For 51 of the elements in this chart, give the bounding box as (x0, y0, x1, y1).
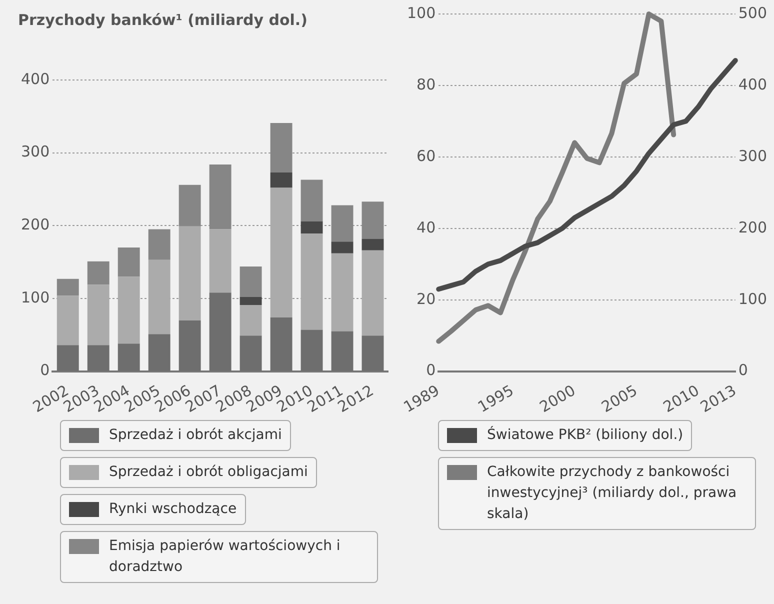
bar (240, 266, 262, 298)
y2-tick-label: 300 (738, 146, 768, 165)
bar (300, 234, 323, 330)
bar (148, 229, 170, 260)
y-tick-label: 300 (20, 142, 50, 161)
legend-label: Światowe PKB² (biliony dol.) (487, 425, 684, 445)
y-tick-label: 20 (416, 290, 436, 308)
y2-tick-label: 400 (738, 75, 768, 94)
bar (270, 172, 292, 188)
bar (331, 242, 354, 254)
y-tick-label: 40 (416, 218, 436, 236)
y-tick-label: 100 (20, 288, 50, 306)
bar (87, 261, 110, 285)
bar (362, 238, 384, 250)
legend-label: Emisja papierów wartościowych i doradztwo (109, 537, 342, 577)
y-tick-label: 0 (426, 361, 436, 380)
bar (240, 305, 262, 336)
bar (331, 253, 354, 332)
legend-label: Sprzedaż i obrót akcjami (109, 426, 282, 445)
bar (209, 229, 232, 293)
y-tick-label: 60 (416, 146, 436, 165)
bar (331, 205, 354, 242)
bar (240, 297, 262, 306)
y-tick-label: 200 (20, 216, 50, 234)
bar (118, 248, 140, 277)
bar (148, 260, 170, 334)
bar (300, 221, 323, 234)
y2-tick-label: 200 (738, 218, 768, 236)
y-tick-label: 0 (40, 361, 50, 380)
bar (178, 226, 201, 320)
legend-label: Sprzedaż i obrót obligacjami (109, 463, 308, 482)
bar (56, 278, 79, 296)
bar (209, 164, 232, 230)
legend-label: Rynki wschodzące (109, 500, 237, 519)
bar (362, 250, 384, 336)
bar (270, 122, 292, 172)
bar (300, 180, 323, 222)
bar (178, 184, 201, 226)
bar (87, 284, 110, 346)
chart-title: Przychody banków¹ (miliardy dol.) (18, 10, 308, 29)
bar (56, 296, 79, 346)
bar (270, 188, 292, 318)
y2-tick-label: 500 (738, 4, 768, 22)
y-tick-label: 80 (416, 75, 436, 94)
legend-label: Całkowite przychody z bankowości inwestycyjnej³ (miliardy dol., prawa skala) (487, 463, 738, 524)
y2-tick-label: 0 (738, 361, 748, 380)
y2-tick-label: 100 (738, 290, 768, 308)
y-tick-label: 100 (406, 4, 436, 22)
bar (118, 276, 140, 344)
y-tick-label: 400 (20, 70, 50, 88)
bar (362, 202, 384, 239)
